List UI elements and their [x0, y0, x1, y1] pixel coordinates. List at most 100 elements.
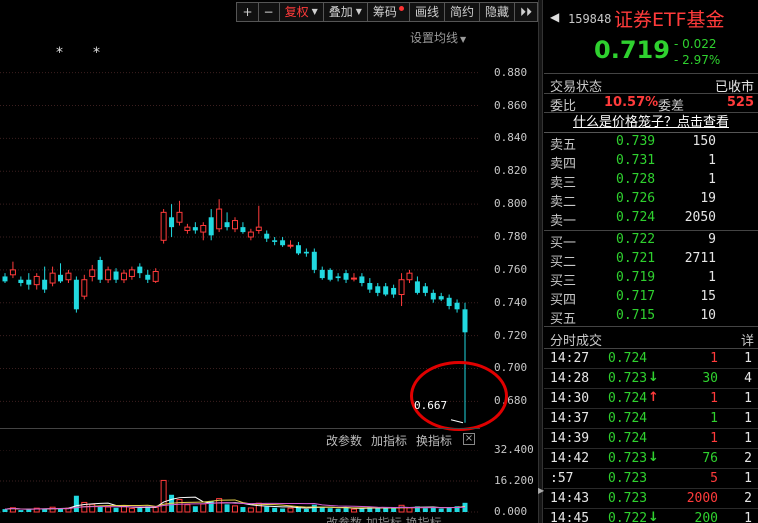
volume-bar: [272, 507, 278, 512]
candle-body[interactable]: [232, 220, 238, 230]
bid-level-row[interactable]: 买一 0.722 9: [544, 231, 758, 251]
candle-body[interactable]: [137, 266, 143, 274]
price-cage-link[interactable]: 什么是价格笼子？点击查看: [544, 113, 758, 133]
candle-body[interactable]: [255, 226, 262, 231]
bid-level-row[interactable]: 买二 0.721 2711: [544, 250, 758, 270]
candle-body[interactable]: [438, 296, 444, 300]
candle-body[interactable]: [145, 274, 151, 280]
candle-body[interactable]: [65, 272, 72, 281]
candle-body[interactable]: [184, 226, 191, 231]
candle-body[interactable]: [120, 272, 127, 281]
candle-body[interactable]: [414, 281, 420, 293]
simple-button[interactable]: 简约: [444, 2, 480, 22]
volume-chart[interactable]: [0, 450, 480, 515]
candle-body[interactable]: [343, 273, 349, 280]
candle-body[interactable]: [462, 309, 468, 333]
volume-bar: [335, 508, 341, 512]
candle-body[interactable]: [224, 222, 230, 228]
bid-level-row[interactable]: 买四 0.717 15: [544, 288, 758, 308]
candle-body[interactable]: [383, 286, 389, 295]
switch-indicator-button[interactable]: 换指标: [416, 434, 453, 448]
candle-body[interactable]: [128, 269, 135, 277]
candle-body[interactable]: [272, 240, 278, 242]
zoom-out-button[interactable]: −: [258, 2, 280, 22]
candle-body[interactable]: [2, 276, 8, 282]
bid-level-row[interactable]: 买五 0.715 10: [544, 307, 758, 327]
candle-body[interactable]: [33, 275, 40, 286]
candle-body[interactable]: [192, 227, 198, 231]
candle-body[interactable]: [375, 286, 381, 293]
panel-divider[interactable]: [538, 0, 543, 523]
stock-name[interactable]: 证券ETF基金: [614, 9, 725, 31]
level-label: 买二: [550, 255, 577, 270]
candle-body[interactable]: [42, 279, 48, 290]
candle-body[interactable]: [216, 208, 223, 230]
candle-body[interactable]: [311, 251, 317, 270]
candle-body[interactable]: [295, 245, 301, 254]
ask-level-row[interactable]: 卖一 0.724 2050: [544, 209, 758, 229]
chips-button[interactable]: 筹码: [367, 2, 410, 22]
candle-body[interactable]: [105, 269, 112, 281]
candle-body[interactable]: [176, 211, 183, 223]
candle-body[interactable]: [287, 244, 294, 247]
candle-body[interactable]: [391, 287, 397, 295]
chart-toolbar: + − 复权 ▼ 叠加 ▼ 筹码 画线 简约 隐藏 ⏵⏵: [236, 2, 538, 24]
candle-body[interactable]: [367, 283, 373, 290]
candle-body[interactable]: [327, 269, 333, 280]
zoom-in-button[interactable]: +: [236, 2, 259, 22]
candle-body[interactable]: [264, 233, 270, 239]
params-button[interactable]: 改参数: [326, 434, 363, 448]
ask-level-row[interactable]: 卖四 0.731 1: [544, 152, 758, 172]
candle-body[interactable]: [240, 227, 246, 233]
candle-body[interactable]: [208, 217, 214, 236]
candle-body[interactable]: [200, 224, 207, 233]
candle-body[interactable]: [280, 240, 286, 246]
candle-body[interactable]: [430, 292, 436, 300]
ticks-detail-button[interactable]: 详: [740, 334, 754, 349]
volume-bar: [73, 495, 79, 512]
ma-setting-button[interactable]: 设置均线 ▼: [410, 29, 466, 46]
volume-bar: [327, 508, 333, 512]
ask-level-row[interactable]: 卖二 0.726 19: [544, 190, 758, 210]
candle-body[interactable]: [303, 251, 309, 254]
candle-body[interactable]: [160, 211, 167, 241]
ask-level-row[interactable]: 卖五 0.739 150: [544, 133, 758, 153]
candlestick-chart[interactable]: [0, 48, 480, 426]
candle-body[interactable]: [9, 269, 16, 276]
candle-body[interactable]: [398, 279, 405, 296]
candle-body[interactable]: [58, 274, 64, 282]
candle-body[interactable]: [350, 277, 357, 280]
candle-body[interactable]: [319, 269, 325, 279]
collapse-arrow-icon[interactable]: ▶: [538, 486, 545, 495]
ask-level-row[interactable]: 卖三 0.728 1: [544, 171, 758, 191]
candle-body[interactable]: [89, 269, 96, 277]
candle-body[interactable]: [335, 276, 341, 279]
candle-body[interactable]: [446, 297, 452, 307]
candle-body[interactable]: [406, 272, 413, 281]
candle-body[interactable]: [49, 272, 56, 284]
volume-bar: [105, 506, 112, 513]
candle-body[interactable]: [18, 279, 24, 284]
candle-body[interactable]: [359, 276, 365, 284]
back-arrow-icon[interactable]: ◀: [550, 10, 560, 24]
close-icon[interactable]: ×: [463, 433, 475, 445]
candle-body[interactable]: [422, 286, 428, 293]
candle-body[interactable]: [152, 271, 159, 282]
adjust-button[interactable]: 复权 ▼: [279, 2, 324, 22]
candle-body[interactable]: [73, 279, 79, 310]
overlay-button[interactable]: 叠加 ▼: [323, 2, 368, 22]
volume-bar: [446, 507, 452, 512]
candle-body[interactable]: [97, 260, 103, 280]
bid-level-row[interactable]: 买三 0.719 1: [544, 269, 758, 289]
hide-button[interactable]: 隐藏: [479, 2, 515, 22]
chart-area[interactable]: + − 复权 ▼ 叠加 ▼ 筹码 画线 简约 隐藏 ⏵⏵ 设置均线 ▼ * * 0.880 0.860 0…: [0, 0, 538, 523]
expand-button[interactable]: ⏵⏵: [514, 2, 538, 22]
candle-body[interactable]: [454, 302, 460, 310]
candle-body[interactable]: [26, 279, 32, 285]
add-indicator-button[interactable]: 加指标: [371, 434, 408, 448]
candle-body[interactable]: [169, 217, 175, 228]
draw-line-button[interactable]: 画线: [409, 2, 445, 22]
candle-body[interactable]: [247, 231, 254, 238]
candle-body[interactable]: [81, 279, 88, 297]
candle-body[interactable]: [113, 271, 119, 280]
